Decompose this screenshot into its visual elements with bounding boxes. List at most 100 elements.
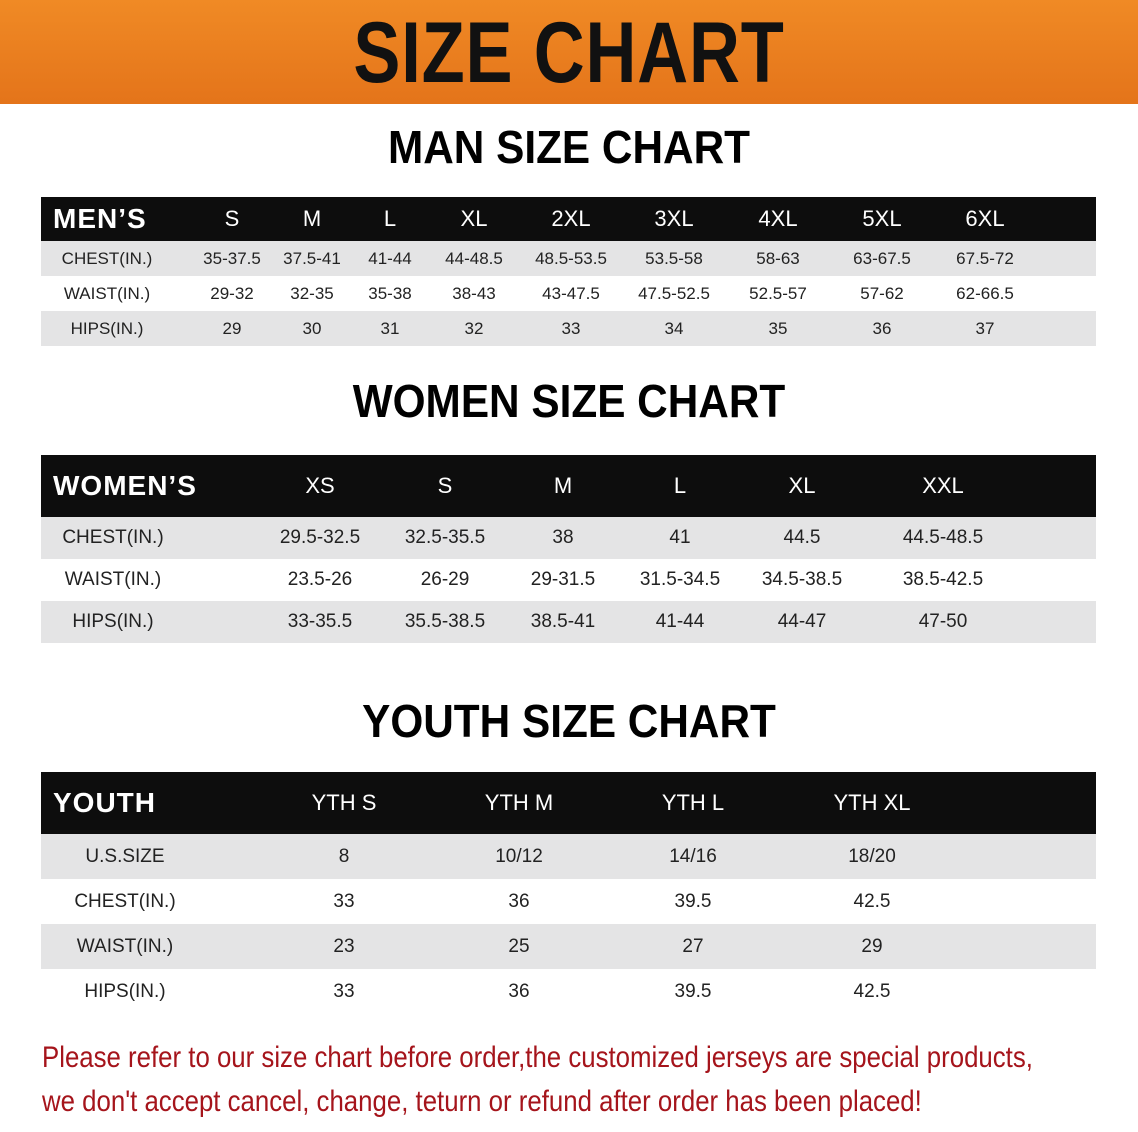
table-cell: 8 — [338, 845, 350, 867]
youth-size-table: YOUTH YTH S YTH M YTH L YTH XL U.S.SIZE 8 10/12… — [41, 772, 1096, 1014]
table-cell: 35.5-38.5 — [404, 611, 486, 632]
size-header-cell: L — [673, 473, 687, 498]
table-cell: 33 — [333, 980, 355, 1002]
size-chart-banner: SIZE CHART — [0, 0, 1138, 104]
table-cell: 32.5-35.5 — [404, 527, 486, 548]
table-row: HIPS(IN.) 33-35.5 35.5-38.5 38.5-41 41-44 44-… — [41, 601, 1096, 643]
table-cell: 23.5-26 — [287, 569, 353, 590]
size-header-cell: XS — [305, 473, 335, 498]
women-section-title: WOMEN SIZE CHART — [352, 375, 786, 427]
table-cell: 36 — [508, 890, 530, 912]
table-cell: 53.5-58 — [645, 248, 703, 268]
size-header-cell: YTH L — [661, 790, 725, 815]
table-cell: 27 — [682, 935, 704, 957]
table-cell: 26-29 — [420, 569, 470, 590]
table-cell: 39.5 — [674, 980, 712, 1002]
size-header-cell: XL — [788, 473, 816, 498]
table-cell: 33 — [561, 318, 581, 338]
youth-section-title: YOUTH SIZE CHART — [362, 695, 776, 747]
table-cell: 35 — [768, 318, 788, 338]
table-cell: 10/12 — [495, 845, 543, 867]
table-cell: 47-50 — [918, 611, 968, 632]
size-header-cell: 5XL — [862, 206, 902, 231]
table-row: HIPS(IN.) 29 30 31 32 33 34 35 36 37 — [41, 311, 1096, 346]
notice-line-1: Please refer to our size chart before or… — [42, 1041, 1033, 1074]
size-header-cell: XXL — [922, 473, 964, 498]
table-title-cell: MEN’S — [53, 203, 147, 234]
size-header-cell: 4XL — [758, 206, 798, 231]
table-cell: 34.5-38.5 — [761, 569, 843, 590]
table-cell: 29-32 — [210, 283, 254, 303]
size-header-cell: YTH S — [311, 790, 377, 815]
table-row: HIPS(IN.) 33 36 39.5 42.5 — [41, 969, 1096, 1014]
table-cell: 42.5 — [853, 980, 891, 1002]
table-cell: 42.5 — [853, 890, 891, 912]
table-cell: 31 — [380, 318, 400, 338]
table-title-cell: WOMEN’S — [53, 470, 197, 501]
table-cell: 63-67.5 — [853, 248, 911, 268]
table-cell: 57-62 — [860, 283, 904, 303]
men-section-title: MAN SIZE CHART — [387, 121, 751, 173]
table-cell: 43-47.5 — [542, 283, 600, 303]
table-row: WAIST(IN.) 23.5-26 26-29 29-31.5 31.5-34.5 34… — [41, 559, 1096, 601]
table-row: WAIST(IN.) 29-32 32-35 35-38 38-43 43-47.5 47.… — [41, 276, 1096, 311]
measurement-label: CHEST(IN.) — [62, 527, 164, 548]
measurement-label: HIPS(IN.) — [70, 318, 144, 338]
table-cell: 32-35 — [290, 283, 334, 303]
table-cell: 29-31.5 — [530, 569, 596, 590]
table-cell: 35-37.5 — [203, 248, 261, 268]
table-cell: 35-38 — [368, 283, 412, 303]
table-cell: 23 — [333, 935, 355, 957]
table-cell: 38.5-41 — [530, 611, 596, 632]
table-cell: 48.5-53.5 — [535, 248, 607, 268]
size-header-cell: XL — [460, 206, 488, 231]
table-header-row: YOUTH YTH S YTH M YTH L YTH XL — [41, 772, 1096, 834]
table-cell: 29 — [861, 935, 883, 957]
men-size-table: MEN’S S M L XL 2XL 3XL 4XL 5XL 6XL CHEST(IN.) 35-37… — [41, 197, 1096, 346]
measurement-label: WAIST(IN.) — [63, 283, 151, 303]
notice-line-2: we don't accept cancel, change, teturn o… — [42, 1085, 922, 1118]
table-cell: 18/20 — [848, 845, 896, 867]
table-header-row: WOMEN’S XS S M L XL XXL — [41, 455, 1096, 517]
table-cell: 52.5-57 — [749, 283, 807, 303]
table-cell: 44.5 — [783, 527, 821, 548]
measurement-label: CHEST(IN.) — [74, 890, 176, 912]
measurement-label: U.S.SIZE — [85, 845, 165, 867]
table-cell: 34 — [664, 318, 684, 338]
measurement-label: WAIST(IN.) — [76, 935, 174, 957]
table-cell: 41 — [669, 527, 691, 548]
banner-title: SIZE CHART — [353, 5, 785, 101]
size-header-cell: S — [224, 206, 240, 231]
size-header-cell: S — [437, 473, 453, 498]
table-cell: 44-47 — [777, 611, 827, 632]
table-cell: 41-44 — [655, 611, 705, 632]
table-cell: 44-48.5 — [445, 248, 503, 268]
table-cell: 38-43 — [452, 283, 496, 303]
table-cell: 38.5-42.5 — [902, 569, 984, 590]
measurement-label: HIPS(IN.) — [72, 611, 154, 632]
table-cell: 38 — [552, 527, 574, 548]
table-cell: 41-44 — [368, 248, 412, 268]
size-header-cell: 2XL — [551, 206, 591, 231]
size-header-cell: L — [383, 206, 397, 231]
table-cell: 32 — [464, 318, 484, 338]
measurement-label: HIPS(IN.) — [84, 980, 166, 1002]
table-cell: 44.5-48.5 — [902, 527, 984, 548]
table-cell: 29 — [222, 318, 242, 338]
table-title-cell: YOUTH — [53, 787, 156, 818]
measurement-label: WAIST(IN.) — [64, 569, 162, 590]
table-cell: 47.5-52.5 — [638, 283, 710, 303]
table-row: U.S.SIZE 8 10/12 14/16 18/20 — [41, 834, 1096, 879]
size-header-cell: 3XL — [654, 206, 694, 231]
table-cell: 58-63 — [756, 248, 800, 268]
table-row: CHEST(IN.) 33 36 39.5 42.5 — [41, 879, 1096, 924]
table-row: WAIST(IN.) 23 25 27 29 — [41, 924, 1096, 969]
table-cell: 25 — [508, 935, 530, 957]
table-header-row: MEN’S S M L XL 2XL 3XL 4XL 5XL 6XL — [41, 197, 1096, 241]
table-cell: 36 — [508, 980, 530, 1002]
table-cell: 37 — [975, 318, 995, 338]
size-header-cell: M — [302, 206, 322, 231]
table-cell: 33 — [333, 890, 355, 912]
size-header-cell: YTH XL — [833, 790, 911, 815]
table-cell: 31.5-34.5 — [639, 569, 721, 590]
